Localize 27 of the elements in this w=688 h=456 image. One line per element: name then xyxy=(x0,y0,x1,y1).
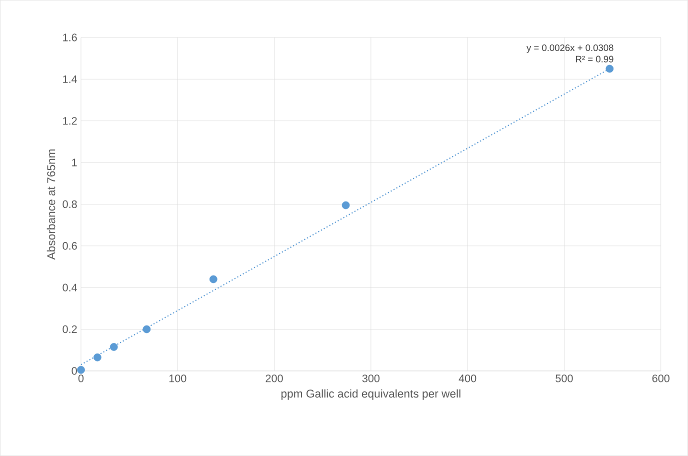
y-tick-label: 1 xyxy=(72,158,77,166)
point xyxy=(606,64,614,73)
point xyxy=(77,366,85,374)
point xyxy=(142,325,151,334)
y-tick-label: 0.4 xyxy=(62,284,78,292)
x-tick-label: 0 xyxy=(78,374,84,382)
point xyxy=(110,342,118,351)
x-tick-label: 200 xyxy=(266,374,283,382)
x-axis-title: ppm Gallic acid equivalents per well xyxy=(281,389,460,400)
x-tick-label: 100 xyxy=(169,374,186,382)
y-tick-label: 0 xyxy=(72,367,77,375)
x-tick-label: 500 xyxy=(556,374,573,382)
x-tick-label: 600 xyxy=(652,374,670,382)
x-tick-label: 400 xyxy=(458,374,476,382)
y-tick-label: 1.2 xyxy=(63,117,77,125)
y-tick-label: 1.6 xyxy=(63,34,77,42)
y-tick-label: 1.4 xyxy=(63,75,78,83)
y-tick-label: 0.6 xyxy=(62,242,77,250)
annotation: y = 0.0026x + 0.0308 xyxy=(526,44,614,53)
y-tick-label: 0.8 xyxy=(62,200,77,208)
y-tick-label: 0.2 xyxy=(62,325,77,334)
annotation: R² = 0.99 xyxy=(576,56,614,62)
y-axis-title: Absorbance at 765nm xyxy=(46,149,56,260)
x-tick-label: 300 xyxy=(362,374,380,382)
point xyxy=(342,201,350,210)
point xyxy=(93,353,102,362)
point xyxy=(209,275,218,284)
